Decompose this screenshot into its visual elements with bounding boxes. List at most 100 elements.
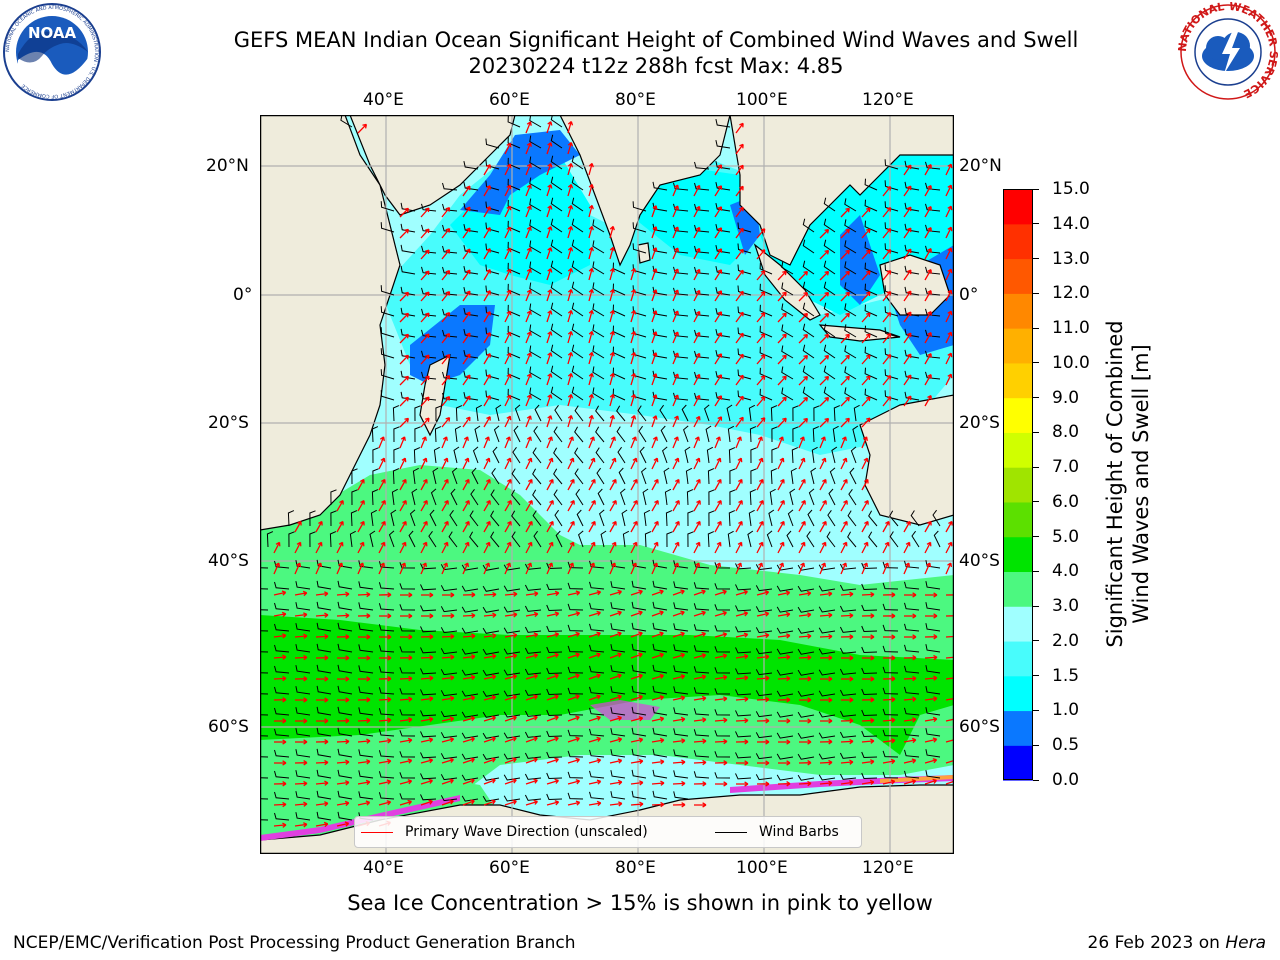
wave-arrow	[924, 716, 938, 723]
wave-arrow	[841, 676, 854, 682]
wave-arrow	[567, 673, 580, 680]
wave-arrow	[903, 737, 917, 744]
wind-barb	[524, 794, 542, 801]
wind-barb	[435, 405, 442, 422]
wave-arrow	[798, 654, 812, 661]
wave-arrow	[483, 653, 497, 660]
wind-barb	[378, 771, 395, 779]
wave-arrow	[672, 738, 686, 744]
wind-barb	[485, 285, 500, 296]
wave-arrow	[819, 312, 830, 323]
wave-arrow	[777, 697, 791, 703]
wave-arrow	[525, 778, 538, 785]
wave-arrow	[630, 694, 643, 701]
wave-arrow	[798, 760, 812, 766]
wave-arrow	[693, 631, 706, 638]
wind-barb	[665, 510, 673, 527]
wave-arrow	[567, 694, 580, 701]
wave-arrow	[819, 780, 833, 786]
wind-barb	[358, 728, 374, 737]
wind-barb	[787, 509, 794, 527]
wave-arrow	[567, 331, 574, 344]
wind-barb	[755, 732, 773, 739]
wave-arrow	[504, 541, 512, 554]
wave-arrow	[630, 610, 643, 617]
wave-arrow	[273, 781, 287, 787]
wind-barb	[380, 201, 395, 212]
wind-barb	[274, 623, 290, 632]
wind-barb	[511, 510, 521, 527]
wave-arrow	[756, 696, 770, 703]
wind-barb	[610, 602, 626, 611]
wave-arrow	[378, 592, 392, 598]
wind-barb	[904, 223, 920, 233]
wind-barb	[766, 530, 773, 548]
wave-arrow	[337, 676, 350, 682]
southeast-asia	[729, 115, 954, 266]
wave-arrow	[840, 612, 854, 619]
wave-arrow	[567, 541, 575, 554]
wave-arrow	[588, 631, 601, 638]
wave-arrow	[630, 331, 637, 344]
wave-arrow	[903, 717, 917, 723]
wind-barb	[524, 605, 542, 612]
wave-arrow	[693, 268, 701, 281]
wind-barb	[818, 711, 836, 718]
wind-barb	[932, 509, 941, 527]
wind-barb	[260, 588, 269, 590]
wind-barb	[693, 666, 710, 674]
wave-arrow	[525, 457, 533, 470]
wave-arrow	[861, 738, 875, 744]
wind-barb	[861, 646, 878, 654]
wave-arrow	[609, 414, 615, 428]
wind-barb	[511, 489, 521, 506]
wind-barb	[295, 644, 311, 653]
wind-barb	[450, 488, 458, 506]
wave-arrow	[630, 541, 638, 554]
wave-arrow	[819, 375, 830, 386]
wave-arrow	[483, 520, 491, 533]
wind-barb	[755, 774, 773, 781]
wave-arrow	[588, 610, 601, 617]
wind-barb	[925, 266, 941, 275]
wave-arrow	[588, 478, 596, 491]
wave-arrow	[693, 541, 701, 554]
wave-arrow	[630, 673, 643, 680]
wave-arrow	[483, 206, 491, 218]
wave-direction-arrows	[273, 121, 954, 828]
wind-barb	[889, 510, 899, 527]
wave-arrow	[504, 205, 512, 218]
wave-arrow	[315, 780, 329, 786]
wind-barb	[673, 560, 689, 569]
wind-barb	[592, 261, 605, 275]
wind-barb	[637, 405, 647, 422]
wind-barb	[652, 391, 668, 401]
wind-barb	[735, 668, 752, 675]
wave-arrow	[294, 739, 308, 745]
wind-barb	[631, 748, 647, 758]
wind-barb	[472, 446, 479, 464]
wind-barb	[589, 770, 605, 779]
wave-arrow	[357, 500, 365, 512]
wave-arrow	[714, 185, 723, 197]
wave-arrow	[861, 717, 875, 724]
wind-barb	[693, 771, 710, 779]
wave-arrow	[714, 206, 723, 218]
wave-arrow	[525, 562, 533, 575]
wind-barb	[337, 643, 353, 653]
wave-arrow	[462, 290, 471, 302]
wave-arrow	[714, 311, 723, 323]
wave-arrow	[420, 249, 430, 260]
wind-barb	[823, 197, 836, 212]
wave-arrow	[882, 374, 892, 386]
wind-barb	[400, 223, 416, 233]
wave-arrow	[567, 373, 574, 386]
wind-barb	[316, 664, 332, 674]
wind-barb	[440, 690, 458, 697]
wave-arrow	[903, 206, 912, 218]
colorbar-tick: 1.5	[1052, 665, 1080, 686]
wave-arrow	[399, 737, 413, 744]
wave-arrow	[651, 759, 665, 765]
wind-barb	[589, 644, 605, 653]
wind-barb	[687, 531, 694, 548]
